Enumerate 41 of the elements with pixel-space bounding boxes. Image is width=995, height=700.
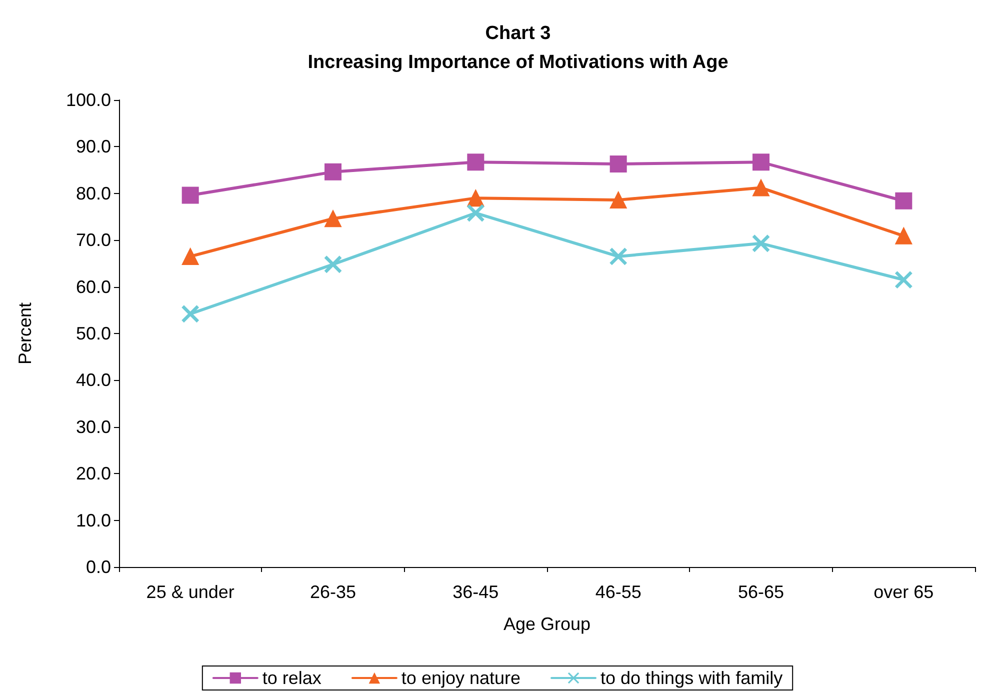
x-tick-label: 25 & under <box>146 582 234 602</box>
point <box>467 154 484 171</box>
point <box>895 227 912 244</box>
y-tick-label: 10.0 <box>76 510 111 530</box>
y-tick-label: 30.0 <box>76 416 111 437</box>
x-tick-label: 56-65 <box>738 582 784 602</box>
y-axis-title: Percent <box>15 302 35 365</box>
point <box>182 248 199 265</box>
y-tick-label: 90.0 <box>76 136 111 157</box>
x-tick-label: 46-55 <box>595 582 642 602</box>
point <box>895 192 912 210</box>
y-tick-label: 100.0 <box>66 90 111 110</box>
point <box>182 305 199 322</box>
point <box>467 204 484 222</box>
point <box>752 234 770 252</box>
point <box>752 179 770 196</box>
point <box>324 210 342 228</box>
y-tick-label: 60.0 <box>76 276 111 297</box>
legend-label: to do things with family <box>600 668 783 688</box>
legend-label: to enjoy nature <box>401 668 521 688</box>
y-tick-label: 40.0 <box>76 370 111 390</box>
point <box>182 186 199 204</box>
y-tick-label: 50.0 <box>76 324 111 344</box>
x-axis-title: Age Group <box>503 614 591 634</box>
legend-label: to relax <box>262 668 322 688</box>
x-tick-label: 36-45 <box>452 582 499 602</box>
point <box>895 271 912 288</box>
y-tick-label: 0.0 <box>86 557 111 577</box>
x-tick-label: over 65 <box>874 582 934 602</box>
point <box>324 256 342 273</box>
chart-title: Chart 3 Increasing Importance of Motivations with Age <box>308 23 728 73</box>
point <box>467 190 484 207</box>
y-tick-label: 80.0 <box>76 183 111 204</box>
y-tick-label: 20.0 <box>76 464 111 484</box>
point <box>610 155 627 172</box>
point <box>324 163 342 180</box>
point <box>752 154 770 171</box>
y-tick-label: 70.0 <box>76 230 111 250</box>
x-tick-label: 26-35 <box>310 582 356 602</box>
point <box>610 191 627 208</box>
point <box>610 248 627 265</box>
